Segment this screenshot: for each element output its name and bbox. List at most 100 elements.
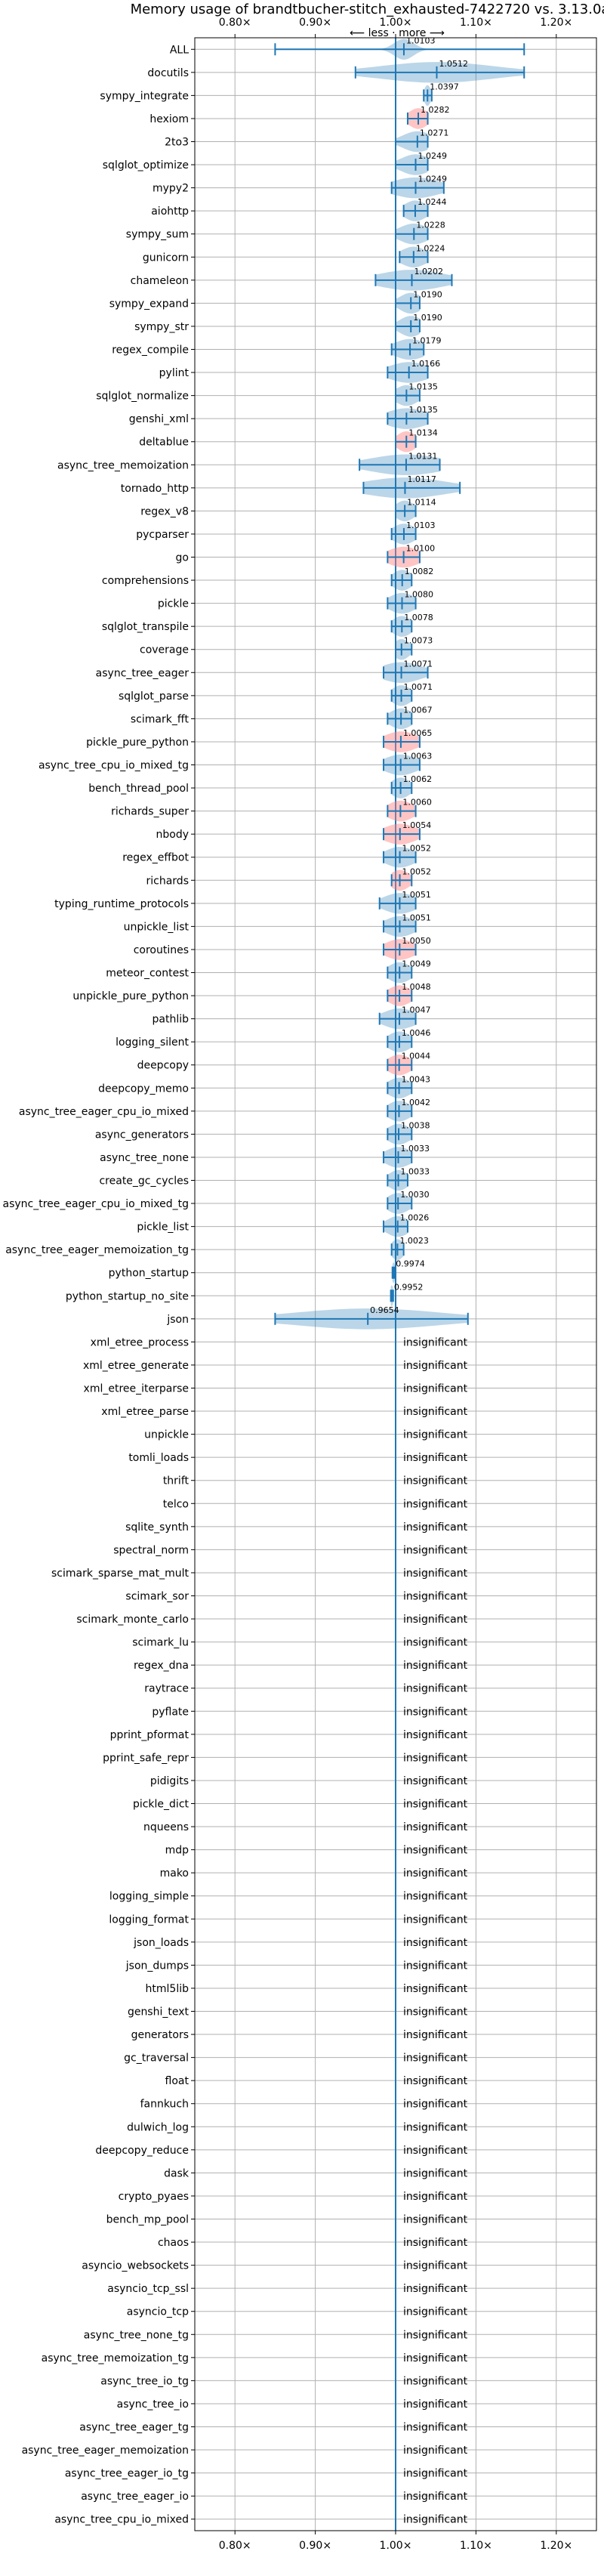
category-label: deepcopy_memo: [98, 1083, 189, 1095]
category-label: regex_compile: [112, 344, 189, 357]
category-label: generators: [131, 2029, 189, 2041]
insignificant-label: insignificant: [403, 2398, 468, 2411]
value-label: 1.0512: [439, 59, 468, 69]
category-label: unpickle_list: [124, 921, 190, 933]
category-label: async_generators: [95, 1129, 189, 1141]
category-label: mypy2: [153, 183, 189, 195]
insignificant-label: insignificant: [403, 1706, 468, 1718]
category-label: async_tree_memoization: [57, 459, 189, 471]
value-label: 1.0244: [418, 197, 447, 207]
value-label: 1.0071: [404, 659, 433, 669]
insignificant-label: insignificant: [403, 2375, 468, 2387]
category-label: async_tree_none: [100, 1152, 189, 1164]
category-label: genshi_text: [128, 2006, 190, 2018]
insignificant-label: insignificant: [403, 2445, 468, 2457]
category-label: sqlite_synth: [125, 1521, 189, 1534]
insignificant-label: insignificant: [403, 1475, 468, 1487]
category-label: regex_effbot: [122, 852, 189, 864]
category-label: xml_etree_generate: [83, 1360, 189, 1372]
value-label: 1.0067: [403, 705, 433, 715]
insignificant-label: insignificant: [403, 1799, 468, 1811]
insignificant-label: insignificant: [403, 2191, 468, 2203]
insignificant-label: insignificant: [403, 1360, 468, 1372]
category-label: pickle_list: [137, 1222, 189, 1234]
category-label: sympy_expand: [109, 298, 189, 310]
category-label: telco: [163, 1498, 189, 1510]
x-tick-label-bottom: 1.20×: [540, 2540, 572, 2552]
insignificant-label: insignificant: [403, 2352, 468, 2364]
insignificant-label: insignificant: [403, 1660, 468, 1672]
insignificant-label: insignificant: [403, 1406, 468, 1418]
value-label: 1.0042: [401, 1098, 430, 1107]
category-label: pylint: [159, 367, 190, 379]
category-label: async_tree_memoization_tg: [42, 2352, 189, 2364]
category-label: mako: [160, 1867, 189, 1879]
category-label: asyncio_tcp_ssl: [107, 2283, 189, 2295]
category-label: sqlglot_parse: [119, 690, 189, 703]
x-tick-label-bottom: 0.90×: [299, 2540, 331, 2552]
category-label: scimark_sor: [125, 1591, 189, 1603]
insignificant-label: insignificant: [403, 1775, 468, 1787]
value-label: 1.0030: [400, 1190, 430, 1200]
insignificant-label: insignificant: [403, 1568, 468, 1580]
insignificant-label: insignificant: [403, 2167, 468, 2179]
value-label: 1.0103: [406, 520, 436, 530]
insignificant-label: insignificant: [403, 2237, 468, 2249]
insignificant-label: insignificant: [403, 2006, 468, 2018]
category-label: gunicorn: [143, 252, 189, 264]
category-label: mdp: [165, 1845, 190, 1857]
insignificant-label: insignificant: [403, 1429, 468, 1441]
insignificant-label: insignificant: [403, 1637, 468, 1649]
value-label: 1.0397: [430, 82, 459, 91]
value-label: 1.0282: [421, 105, 450, 115]
category-label: pycparser: [136, 529, 189, 541]
x-tick-label-bottom: 0.80×: [219, 2540, 251, 2552]
value-label: 1.0103: [406, 36, 436, 45]
value-label: 1.0131: [408, 451, 438, 461]
insignificant-label: insignificant: [403, 2491, 468, 2503]
category-label: deepcopy_reduce: [95, 2145, 189, 2157]
value-label: 1.0060: [402, 798, 432, 808]
value-label: 1.0033: [401, 1144, 430, 1154]
category-label: gc_traversal: [124, 2052, 189, 2065]
value-label: 1.0038: [401, 1120, 430, 1130]
category-label: xml_etree_iterparse: [84, 1383, 189, 1395]
value-label: 1.0271: [420, 128, 449, 138]
insignificant-label: insignificant: [403, 1614, 468, 1626]
category-label: async_tree_eager_tg: [79, 2422, 189, 2434]
category-label: json_loads: [133, 1937, 189, 1949]
value-label: 1.0044: [402, 1052, 431, 1061]
value-label: 1.0023: [399, 1236, 429, 1246]
category-label: 2to3: [165, 137, 189, 149]
category-label: logging_format: [109, 1913, 189, 1926]
category-label: genshi_xml: [129, 413, 189, 425]
category-label: regex_dna: [134, 1660, 189, 1672]
value-label: 0.9974: [396, 1259, 425, 1269]
category-label: asyncio_websockets: [82, 2260, 189, 2272]
category-label: logging_silent: [116, 1036, 189, 1049]
insignificant-label: insignificant: [403, 2468, 468, 2480]
category-label: pickle_dict: [133, 1799, 190, 1811]
category-label: unpickle_pure_python: [72, 990, 189, 1002]
value-label: 1.0179: [412, 336, 442, 346]
category-label: create_gc_cycles: [99, 1175, 189, 1188]
insignificant-label: insignificant: [403, 1452, 468, 1464]
insignificant-label: insignificant: [403, 1752, 468, 1764]
category-label: typing_runtime_protocols: [54, 898, 189, 910]
x-tick-label-bottom: 1.10×: [460, 2540, 492, 2552]
category-label: pickle: [158, 598, 189, 610]
category-label: json_dumps: [125, 1960, 189, 1972]
category-label: scimark_fft: [131, 713, 190, 725]
value-label: 1.0065: [403, 728, 433, 738]
value-label: 1.0051: [402, 890, 431, 900]
insignificant-label: insignificant: [403, 1383, 468, 1395]
value-label: 1.0050: [402, 936, 431, 946]
value-label: 1.0033: [401, 1167, 430, 1177]
chart-title: Memory usage of brandtbucher-stitch_exha…: [131, 2, 604, 17]
insignificant-label: insignificant: [403, 1960, 468, 1972]
insignificant-label: insignificant: [403, 1336, 468, 1348]
category-label: async_tree_eager_memoization_tg: [5, 1244, 189, 1256]
category-label: async_tree_eager: [96, 667, 190, 679]
insignificant-label: insignificant: [403, 1913, 468, 1926]
category-label: hexiom: [149, 113, 189, 125]
